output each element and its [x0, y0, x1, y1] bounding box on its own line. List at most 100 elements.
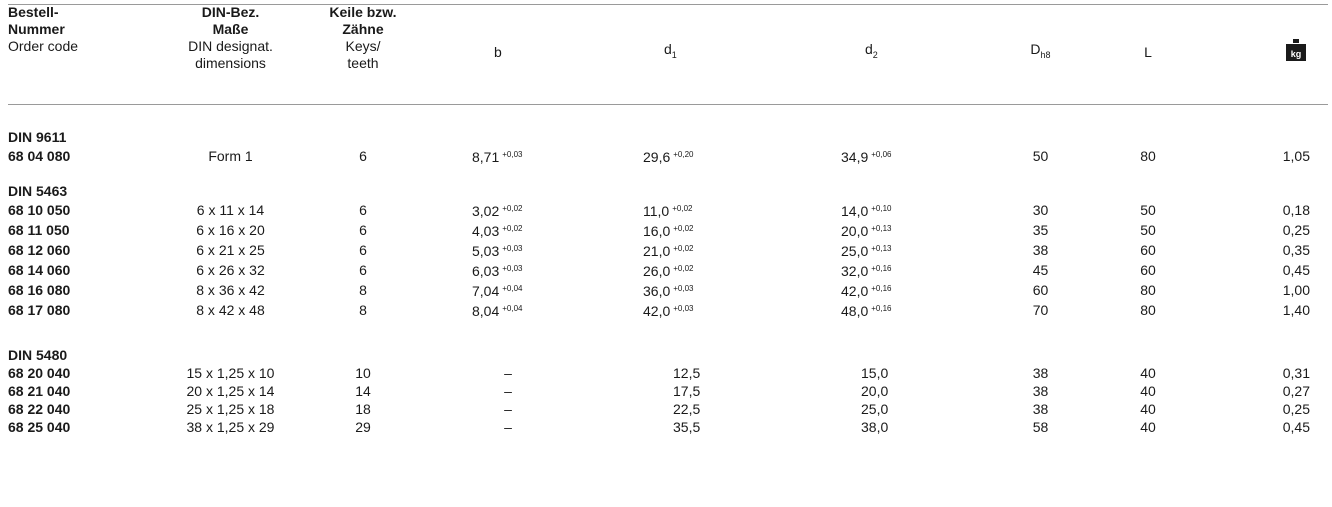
value-b-main: 3,02 — [472, 203, 500, 219]
value-d1-main: 42,0 — [643, 303, 671, 319]
header-b-label: b — [494, 43, 502, 60]
value-D-h8: 35 — [1032, 222, 1049, 238]
din-designation: 8 x 42 x 48 — [196, 302, 265, 318]
product-table: Bestell- Nummer Order code DIN-Bez. Maße… — [8, 0, 1328, 436]
tolerance-d2: +0,16 — [871, 304, 892, 313]
group-title: DIN 9611 — [8, 129, 67, 145]
tolerance-b: +0,03 — [502, 244, 523, 253]
header-D: Dh8 — [983, 0, 1098, 104]
value-L: 80 — [1140, 302, 1156, 318]
header-d2-base: d — [865, 40, 873, 57]
header-d2-sub: 2 — [872, 49, 878, 60]
spacer-cell — [8, 320, 1328, 346]
value-d2: 15,0 — [783, 364, 983, 382]
value-weight: 1,40 — [1282, 302, 1310, 318]
value-d1-main: 16,0 — [643, 223, 671, 239]
header-row: Bestell- Nummer Order code DIN-Bez. Maße… — [8, 0, 1328, 104]
value-weight: 0,45 — [1282, 262, 1310, 278]
value-b: – — [408, 400, 608, 418]
tolerance-d1: +0,03 — [673, 284, 694, 293]
value-D-h8: 38 — [1032, 401, 1049, 417]
value-d2-main: 32,0 — [841, 263, 869, 279]
group-spacer — [8, 104, 1328, 128]
din-designation: 6 x 21 x 25 — [196, 242, 265, 258]
value-b: 7,04 +0,04 — [408, 280, 608, 300]
value-d1-main: 29,6 — [643, 149, 671, 165]
group-heading-row: DIN 5463 — [8, 182, 1328, 200]
order-code: 68 17 080 — [8, 302, 71, 318]
tolerance-d2: +0,06 — [871, 150, 892, 159]
table-row: 68 10 050 6 x 11 x 14 6 3,02 +0,02 11,0 +0,02 1… — [8, 200, 1328, 220]
value-d2: 20,0 +0,13 — [783, 220, 983, 240]
table-row: 68 21 040 20 x 1,25 x 14 14 – 17,5 20,0 38 40 0,… — [8, 382, 1328, 400]
keys-teeth: 6 — [359, 242, 367, 258]
order-code: 68 14 060 — [8, 262, 71, 278]
value-L: 80 — [1140, 282, 1156, 298]
top-rule — [8, 4, 1328, 5]
din-designation: 8 x 36 x 42 — [196, 282, 265, 298]
group-title: DIN 5480 — [8, 347, 68, 363]
header-d2: d2 — [783, 0, 983, 104]
order-code: 68 20 040 — [8, 365, 71, 381]
value-d1-main: 21,0 — [643, 243, 671, 259]
order-code: 68 16 080 — [8, 282, 71, 298]
value-d2: 25,0 — [783, 400, 983, 418]
tolerance-b: +0,02 — [502, 204, 523, 213]
value-b: 6,03 +0,03 — [408, 260, 608, 280]
value-weight: 0,45 — [1282, 419, 1310, 435]
value-d1: 12,5 — [608, 364, 783, 382]
keys-teeth: 6 — [359, 202, 367, 218]
value-L: 50 — [1140, 202, 1156, 218]
value-d2: 20,0 — [783, 382, 983, 400]
tolerance-d1: +0,20 — [673, 150, 694, 159]
value-b-main: 7,04 — [472, 283, 500, 299]
din-designation: 25 x 1,25 x 18 — [186, 401, 275, 417]
header-keys-en-1: Keys/ — [345, 38, 381, 54]
order-code: 68 12 060 — [8, 242, 71, 258]
value-L: 60 — [1140, 242, 1156, 258]
din-designation: 38 x 1,25 x 29 — [186, 419, 275, 435]
group-heading-row: DIN 9611 — [8, 128, 1328, 146]
value-d1-main: 11,0 — [643, 203, 670, 219]
value-L: 80 — [1140, 148, 1156, 164]
group-heading-row: DIN 5480 — [8, 346, 1328, 364]
order-code: 68 21 040 — [8, 383, 71, 399]
weight-icon-label: kg — [1286, 44, 1306, 61]
header-din-de-2: Maße — [212, 21, 249, 37]
header-weight: kg — [1198, 0, 1328, 104]
keys-teeth: 14 — [355, 383, 371, 399]
value-d2-main: 25,0 — [841, 243, 869, 259]
value-d2: 32,0 +0,16 — [783, 260, 983, 280]
value-D-h8: 50 — [1032, 148, 1049, 164]
value-d1: 17,5 — [608, 382, 783, 400]
value-d2-main: 20,0 — [861, 383, 889, 399]
value-D-h8: 60 — [1032, 282, 1049, 298]
value-d2-main: 25,0 — [861, 401, 889, 417]
value-b: 5,03 +0,03 — [408, 240, 608, 260]
header-order-de-1: Bestell- — [8, 4, 59, 20]
value-d2-main: 42,0 — [841, 283, 869, 299]
value-b: 4,03 +0,02 — [408, 220, 608, 240]
table-row: 68 17 080 8 x 42 x 48 8 8,04 +0,04 42,0 +0,03 4… — [8, 300, 1328, 320]
value-L: 40 — [1140, 383, 1156, 399]
tolerance-b: +0,03 — [502, 150, 523, 159]
value-weight: 0,27 — [1282, 383, 1310, 399]
header-order-de-2: Nummer — [8, 21, 65, 37]
tolerance-d2: +0,10 — [871, 204, 892, 213]
value-d2: 14,0 +0,10 — [783, 200, 983, 220]
value-d1: 35,5 — [608, 418, 783, 436]
tolerance-d2: +0,16 — [871, 284, 892, 293]
value-b: – — [408, 418, 608, 436]
table-row: 68 20 040 15 x 1,25 x 10 10 – 12,5 15,0 38 40 0,… — [8, 364, 1328, 382]
keys-teeth: 8 — [359, 302, 367, 318]
value-b-main: 6,03 — [472, 263, 500, 279]
value-b: – — [408, 382, 608, 400]
spacer-cell — [8, 166, 1328, 182]
table-row: 68 25 040 38 x 1,25 x 29 29 – 35,5 38,0 58 40 0,… — [8, 418, 1328, 436]
din-designation: 6 x 16 x 20 — [196, 222, 265, 238]
value-b-main: 4,03 — [472, 223, 500, 239]
keys-teeth: 29 — [355, 419, 371, 435]
header-d1-base: d — [664, 40, 672, 57]
header-din-de-1: DIN-Bez. — [201, 4, 260, 20]
tolerance-b: +0,03 — [502, 264, 523, 273]
